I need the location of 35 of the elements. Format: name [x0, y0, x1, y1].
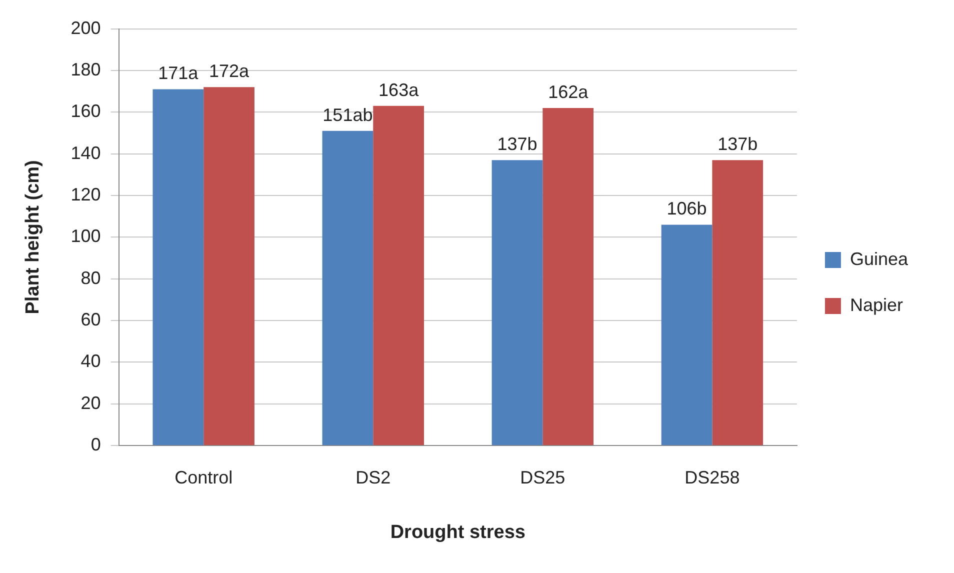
data-label: 137b: [497, 134, 538, 154]
legend-label: Guinea: [850, 248, 909, 269]
y-tick-label: 40: [80, 351, 101, 372]
y-tick-label: 100: [70, 226, 101, 246]
x-tick-label: DS258: [684, 467, 740, 488]
bar: [204, 87, 254, 446]
bar: [542, 108, 594, 446]
data-label: 106b: [666, 198, 707, 219]
y-tick-label: 0: [90, 434, 101, 455]
x-tick-label: Control: [174, 467, 233, 488]
bar: [661, 224, 712, 446]
bar: [712, 160, 764, 446]
bar: [322, 130, 374, 446]
bar: [492, 160, 543, 446]
data-label: 171a: [158, 63, 200, 84]
y-tick-label: 120: [70, 184, 101, 204]
y-axis-title: Plant height (cm): [22, 160, 44, 314]
legend-label: Napier: [850, 294, 903, 315]
y-tick-label: 200: [70, 18, 101, 38]
data-label: 151ab: [322, 104, 373, 125]
x-tick-label: DS25: [520, 467, 566, 488]
y-tick-label: 80: [80, 268, 101, 288]
y-tick-label: 140: [70, 142, 101, 163]
data-label: 162a: [548, 82, 590, 102]
x-axis-title: Drought stress: [390, 522, 526, 543]
bar: [152, 89, 204, 446]
y-tick-label: 160: [70, 101, 101, 122]
y-tick-label: 60: [80, 310, 101, 330]
x-tick-label: DS2: [356, 467, 391, 488]
y-tick-label: 180: [70, 59, 101, 80]
data-label: 163a: [378, 80, 420, 100]
data-label: 137b: [718, 134, 758, 154]
data-label: 172a: [209, 61, 250, 82]
y-tick-label: 20: [80, 392, 101, 413]
bar: [373, 106, 424, 446]
